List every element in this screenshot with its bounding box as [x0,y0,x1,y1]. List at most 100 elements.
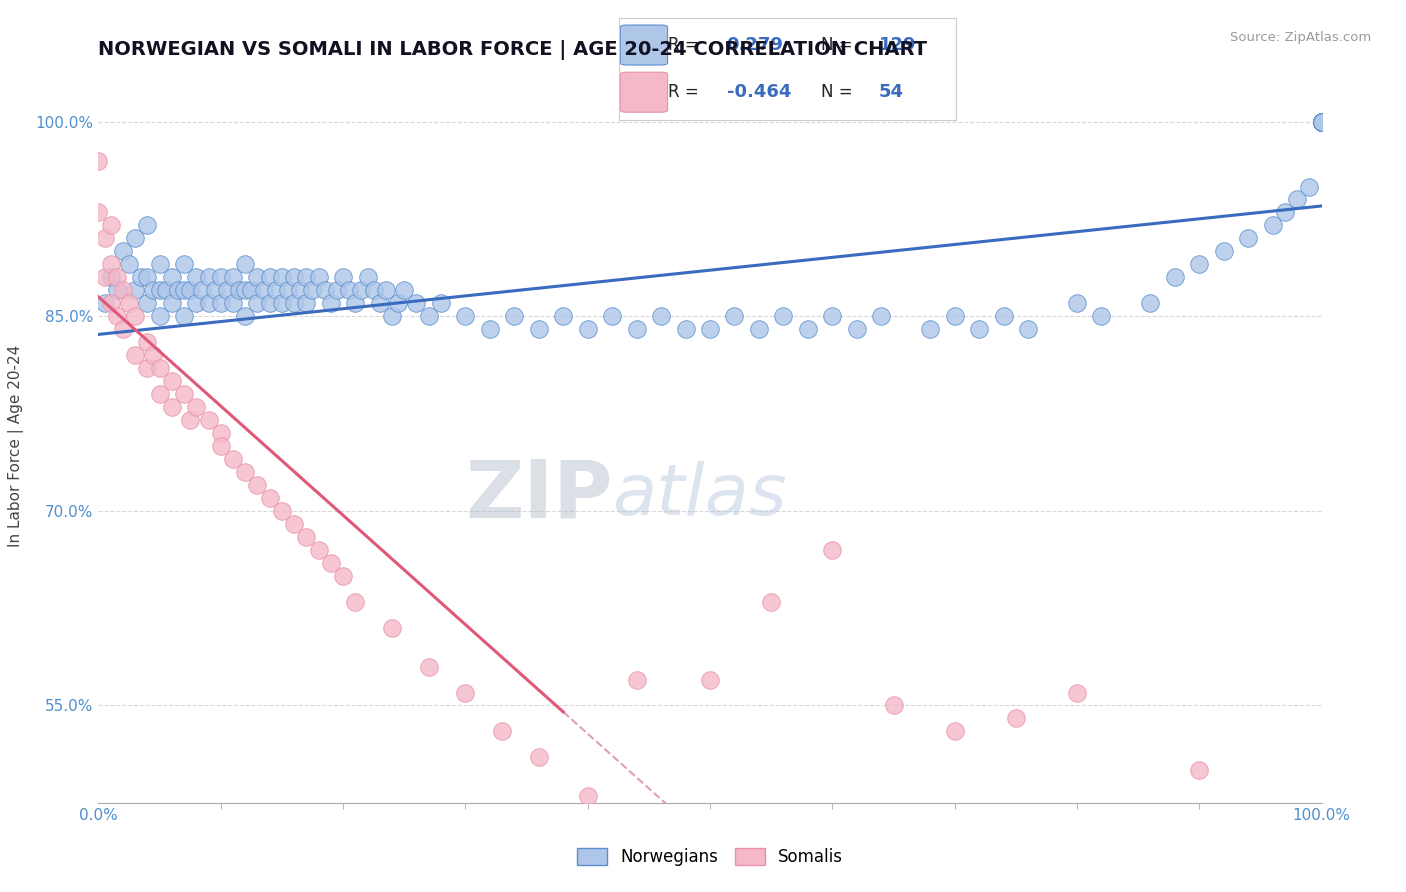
Point [553,310,575,324]
Point [246,478,269,492]
Point [1286,193,1309,207]
Text: 129: 129 [879,36,915,54]
Point [344,296,367,310]
Point [136,219,159,233]
Point [233,310,256,324]
Point [118,296,141,310]
Text: N =: N = [821,83,852,101]
Point [1310,114,1333,128]
Text: -0.464: -0.464 [727,83,792,101]
Point [723,310,745,324]
Point [111,244,134,259]
Point [290,283,312,297]
Point [772,310,794,324]
Point [264,283,287,297]
Point [124,310,146,324]
Text: ZIP: ZIP [465,457,612,535]
Point [186,296,208,310]
Point [1310,114,1333,128]
Point [430,296,453,310]
Point [600,310,623,324]
Point [100,296,122,310]
Point [100,257,122,271]
Point [527,322,550,336]
Point [381,621,404,635]
Point [332,568,354,582]
Text: R =: R = [668,83,699,101]
Point [308,270,330,285]
Point [319,556,342,570]
Point [1310,114,1333,128]
Point [149,310,172,324]
Point [993,310,1015,324]
Point [149,361,172,376]
Point [295,530,318,544]
Point [100,219,122,233]
Point [259,491,281,505]
Point [576,322,599,336]
Point [222,296,245,310]
Point [1004,711,1026,725]
Point [105,283,128,297]
Point [1298,179,1320,194]
Point [259,296,281,310]
Point [124,283,146,297]
Point [1066,685,1088,699]
Point [356,270,378,285]
Point [191,283,214,297]
Point [179,283,201,297]
Point [142,283,165,297]
Point [167,283,190,297]
Point [1139,296,1161,310]
Point [1310,114,1333,128]
Point [301,283,323,297]
Point [209,425,232,440]
Point [149,387,172,401]
Point [626,322,648,336]
Point [326,283,349,297]
Point [797,322,820,336]
Text: NORWEGIAN VS SOMALI IN LABOR FORCE | AGE 20-24 CORRELATION CHART: NORWEGIAN VS SOMALI IN LABOR FORCE | AGE… [98,40,928,60]
Point [1310,114,1333,128]
Point [283,296,305,310]
Point [270,296,294,310]
Point [1261,219,1284,233]
Text: 54: 54 [879,83,904,101]
Point [1237,231,1260,245]
Point [186,270,208,285]
Text: R =: R = [668,36,699,54]
Point [222,270,245,285]
Point [228,283,250,297]
Point [246,296,269,310]
Point [405,296,427,310]
Point [209,439,232,453]
Point [381,310,404,324]
Point [699,673,721,687]
Point [233,465,256,479]
Point [1310,114,1333,128]
Text: atlas: atlas [612,461,787,531]
Point [350,283,373,297]
Point [93,270,115,285]
Point [1310,114,1333,128]
Point [149,283,172,297]
Point [1310,114,1333,128]
Point [1310,114,1333,128]
Point [1310,114,1333,128]
Point [240,283,263,297]
Point [179,413,201,427]
Point [233,283,256,297]
Point [1274,205,1296,219]
Point [1310,114,1333,128]
Point [129,270,152,285]
Point [173,310,195,324]
Point [319,296,342,310]
Point [967,322,990,336]
Point [136,361,159,376]
Point [100,270,122,285]
Point [418,310,440,324]
Point [1310,114,1333,128]
Point [173,257,195,271]
Point [845,322,868,336]
Point [675,322,697,336]
